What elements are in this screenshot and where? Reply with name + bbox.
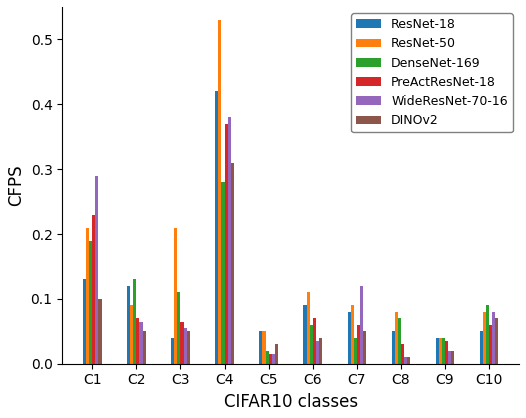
Bar — [259, 331, 262, 364]
Bar — [184, 328, 187, 364]
Bar — [98, 299, 102, 364]
Bar — [171, 338, 174, 364]
Bar — [316, 341, 319, 364]
Bar — [401, 344, 404, 364]
Bar — [398, 319, 401, 364]
Bar — [86, 227, 89, 364]
Bar — [442, 338, 445, 364]
Bar — [404, 357, 407, 364]
Bar — [492, 312, 495, 364]
Bar — [348, 312, 351, 364]
Bar — [139, 321, 143, 364]
Bar — [307, 293, 310, 364]
Bar — [127, 286, 130, 364]
Bar — [391, 331, 394, 364]
Bar — [174, 227, 177, 364]
Bar — [266, 351, 269, 364]
Bar — [310, 325, 312, 364]
Bar — [407, 357, 410, 364]
Bar — [187, 331, 190, 364]
Bar — [218, 20, 221, 364]
Bar — [360, 286, 363, 364]
Bar — [351, 306, 353, 364]
Bar — [451, 351, 454, 364]
Bar — [262, 331, 266, 364]
Bar — [89, 240, 92, 364]
Bar — [357, 325, 360, 364]
Bar — [319, 338, 322, 364]
Bar — [436, 338, 439, 364]
Bar — [177, 293, 180, 364]
Bar — [363, 331, 366, 364]
Bar — [272, 354, 275, 364]
Bar — [312, 319, 316, 364]
Bar — [353, 338, 357, 364]
Bar — [304, 306, 307, 364]
Bar — [448, 351, 451, 364]
Bar — [225, 124, 228, 364]
Bar — [228, 117, 231, 364]
Bar — [92, 214, 95, 364]
Bar — [486, 306, 489, 364]
Bar — [394, 312, 398, 364]
Bar — [143, 331, 146, 364]
Bar — [133, 280, 136, 364]
X-axis label: CIFAR10 classes: CIFAR10 classes — [224, 393, 358, 411]
Bar — [480, 331, 483, 364]
Bar — [83, 280, 86, 364]
Y-axis label: CFPS: CFPS — [7, 165, 25, 206]
Bar — [269, 354, 272, 364]
Bar — [275, 344, 278, 364]
Bar — [231, 163, 234, 364]
Bar — [445, 341, 448, 364]
Legend: ResNet-18, ResNet-50, DenseNet-169, PreActResNet-18, WideResNet-70-16, DINOv2: ResNet-18, ResNet-50, DenseNet-169, PreA… — [351, 13, 513, 133]
Bar — [215, 91, 218, 364]
Bar — [489, 325, 492, 364]
Bar — [130, 306, 133, 364]
Bar — [483, 312, 486, 364]
Bar — [221, 182, 225, 364]
Bar — [439, 338, 442, 364]
Bar — [136, 319, 139, 364]
Bar — [180, 321, 184, 364]
Bar — [95, 176, 98, 364]
Bar — [495, 319, 498, 364]
